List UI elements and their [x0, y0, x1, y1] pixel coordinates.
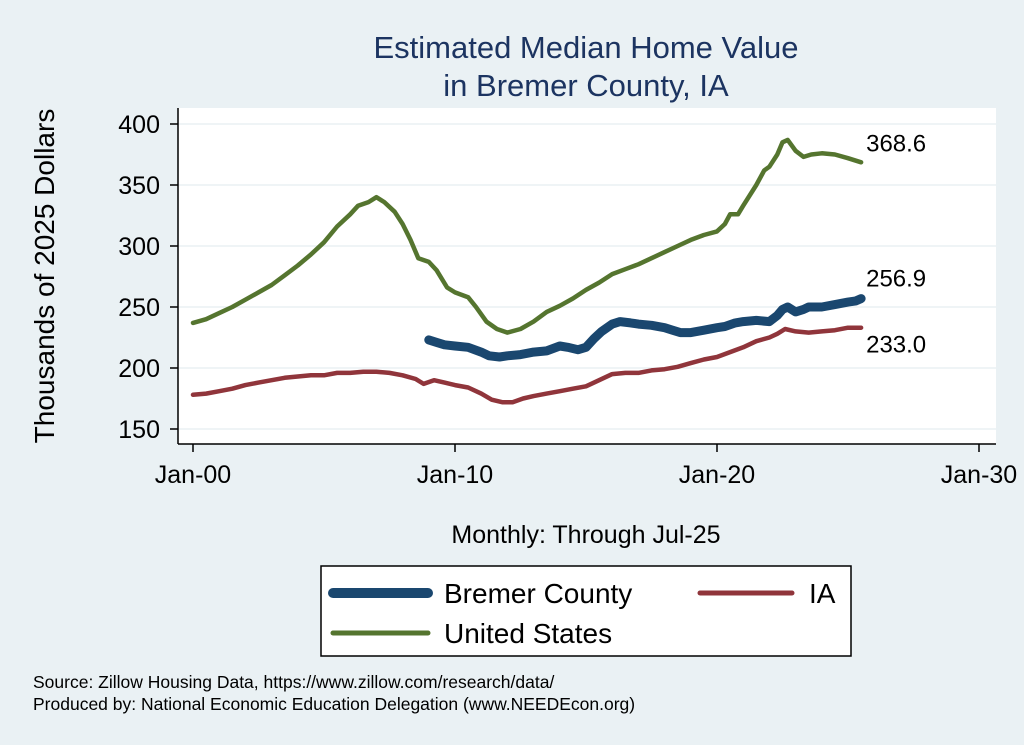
- y-tick-label-150: 150: [118, 416, 160, 444]
- x-axis-label: Monthly: Through Jul-25: [451, 521, 720, 549]
- x-tick-label-Jan-30: Jan-30: [941, 461, 1017, 489]
- produced-by-note: Produced by: National Economic Education…: [33, 694, 635, 714]
- y-axis-label: Thousands of 2025 Dollars: [29, 109, 60, 444]
- end-label-united-states: 368.6: [866, 130, 926, 157]
- end-label-bremer-county: 256.9: [866, 266, 926, 293]
- y-tick-label-400: 400: [118, 111, 160, 139]
- series-line-ia: [190, 325, 864, 405]
- x-tick-label-Jan-00: Jan-00: [155, 461, 231, 489]
- legend-label-ia: IA: [809, 578, 836, 609]
- series-line-united-states: [190, 137, 864, 335]
- series-lines: [190, 137, 866, 405]
- source-note: Source: Zillow Housing Data, https://www…: [33, 672, 554, 692]
- legend: Bremer County IA United States: [320, 565, 852, 657]
- chart-title-line-1: Estimated Median Home Value: [373, 30, 798, 65]
- gridlines: [178, 123, 996, 430]
- y-tick-label-300: 300: [118, 233, 160, 261]
- y-tick-label-250: 250: [118, 294, 160, 322]
- y-tick-label-350: 350: [118, 172, 160, 200]
- x-tick-label-Jan-20: Jan-20: [679, 461, 755, 489]
- end-label-ia: 233.0: [866, 332, 926, 359]
- x-tick-label-Jan-10: Jan-10: [417, 461, 493, 489]
- end-labels: 256.9 233.0 368.6: [866, 130, 926, 358]
- y-tick-label-200: 200: [118, 355, 160, 383]
- x-axis: Jan-00 Jan-10 Jan-20 Jan-30: [155, 443, 1017, 489]
- legend-label-united-states: United States: [444, 618, 612, 649]
- series-line-bremer-county: [424, 294, 866, 362]
- legend-label-bremer-county: Bremer County: [444, 578, 632, 609]
- chart-title-line-2: in Bremer County, IA: [443, 68, 729, 103]
- legend-box: [320, 565, 852, 657]
- y-axis: 150 200 250 300 350 400: [118, 108, 179, 444]
